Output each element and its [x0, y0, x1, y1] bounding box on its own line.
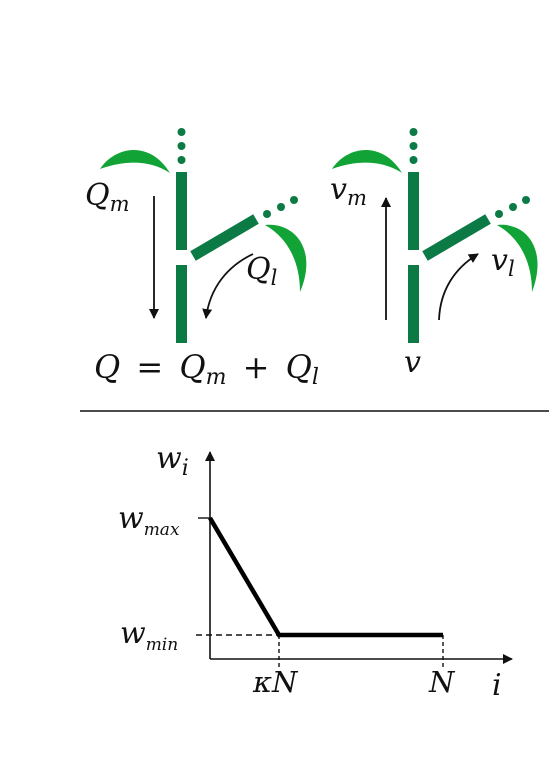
right-main-stem-upper [408, 172, 419, 250]
left-stem-dot [177, 128, 186, 136]
v-base-label: v [404, 345, 421, 380]
v-leaf-label: vl [491, 243, 515, 281]
x-axis-label: i [492, 668, 502, 703]
right-plant: vm vl v [330, 128, 538, 380]
left-main-stem-lower [176, 265, 187, 343]
kappa-n-tick-label: κN [252, 665, 299, 699]
right-upper-leaf [332, 149, 402, 173]
left-branch-dot [263, 210, 271, 218]
q-main-label: Qm [85, 178, 130, 216]
left-plant: Qm Ql Q = Qm + Ql [85, 128, 319, 392]
right-branch-dot [522, 196, 530, 204]
weight-curve [208, 516, 443, 638]
left-upper-leaf [100, 149, 170, 173]
left-stem-dot [177, 142, 186, 150]
q-leaf-label: Ql [246, 252, 277, 290]
wmax-label: wmax [118, 501, 180, 540]
left-leaf-arrow [202, 253, 254, 319]
right-branch-dot [509, 203, 517, 211]
right-stem-dot [409, 142, 418, 150]
left-branch-leaf [265, 224, 307, 292]
right-stem-dot [409, 128, 418, 136]
v-main-label: vm [330, 172, 367, 210]
left-stem-dot [177, 156, 186, 164]
y-axis-label: wi [156, 441, 189, 481]
left-side-branch [190, 214, 259, 261]
right-leaf-arrow [438, 253, 479, 321]
right-side-branch [422, 214, 491, 261]
left-main-stem-upper [176, 172, 187, 250]
right-branch-leaf [497, 224, 538, 292]
right-branch-dot [495, 210, 503, 218]
n-tick-label: N [428, 665, 456, 699]
right-stem-dot [409, 156, 418, 164]
left-branch-dot [277, 203, 285, 211]
left-branch-dot [290, 196, 298, 204]
wmin-label: wmin [120, 616, 178, 655]
weight-graph: wi wmax wmin κN N i [118, 441, 513, 703]
flow-equation: Q = Qm + Ql [94, 348, 319, 392]
right-main-stem-lower [408, 265, 419, 343]
